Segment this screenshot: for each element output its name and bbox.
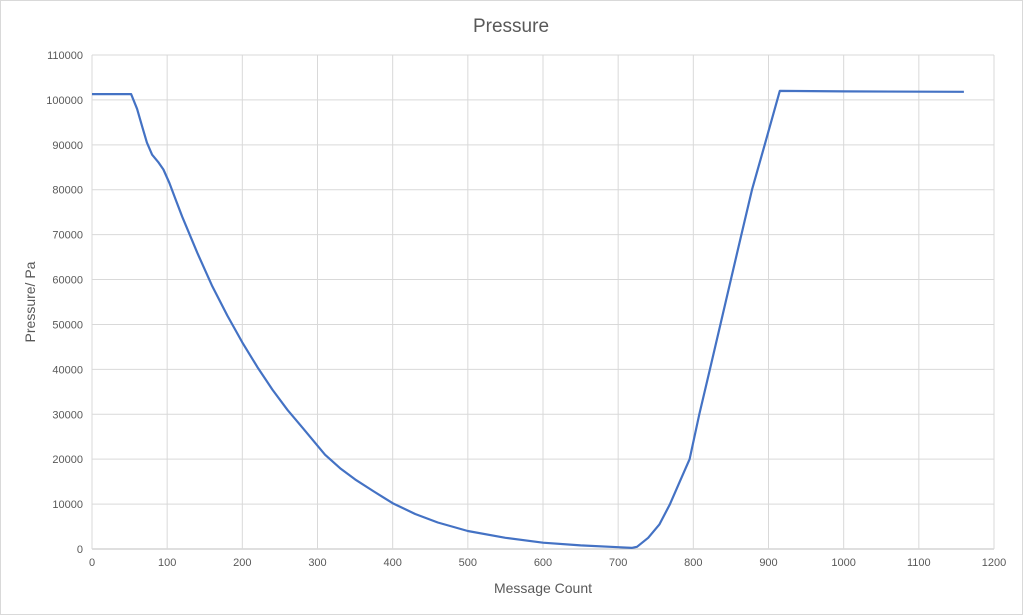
x-tick-label: 0 <box>89 557 95 569</box>
series-line-pressure <box>92 89 964 549</box>
tick-labels: 0100002000030000400005000060000700008000… <box>46 50 1006 569</box>
y-tick-label: 80000 <box>52 185 83 197</box>
x-tick-label: 400 <box>383 557 401 569</box>
y-tick-label: 0 <box>77 544 83 556</box>
x-tick-label: 100 <box>158 557 176 569</box>
y-tick-label: 50000 <box>52 319 83 331</box>
x-tick-label: 1000 <box>831 557 855 569</box>
y-tick-label: 90000 <box>52 140 83 152</box>
y-tick-label: 100000 <box>46 95 83 107</box>
x-tick-label: 700 <box>609 557 627 569</box>
y-axis-title: Pressure/ Pa <box>22 261 38 342</box>
x-tick-label: 1200 <box>982 557 1006 569</box>
x-tick-label: 200 <box>233 557 251 569</box>
y-tick-label: 110000 <box>47 50 83 62</box>
y-tick-label: 40000 <box>52 364 83 376</box>
y-tick-label: 30000 <box>52 409 83 421</box>
gridlines <box>91 54 995 550</box>
y-tick-label: 10000 <box>52 499 83 511</box>
x-tick-label: 900 <box>759 557 777 569</box>
chart-title: Pressure <box>473 16 549 37</box>
x-tick-label: 800 <box>684 557 702 569</box>
x-tick-label: 500 <box>459 557 477 569</box>
x-axis-title: Message Count <box>494 580 592 596</box>
x-tick-label: 1100 <box>907 557 931 569</box>
x-tick-label: 300 <box>308 557 326 569</box>
y-tick-label: 70000 <box>52 230 83 242</box>
y-tick-label: 20000 <box>52 454 83 466</box>
y-tick-label: 60000 <box>52 275 83 287</box>
x-tick-label: 600 <box>534 557 552 569</box>
